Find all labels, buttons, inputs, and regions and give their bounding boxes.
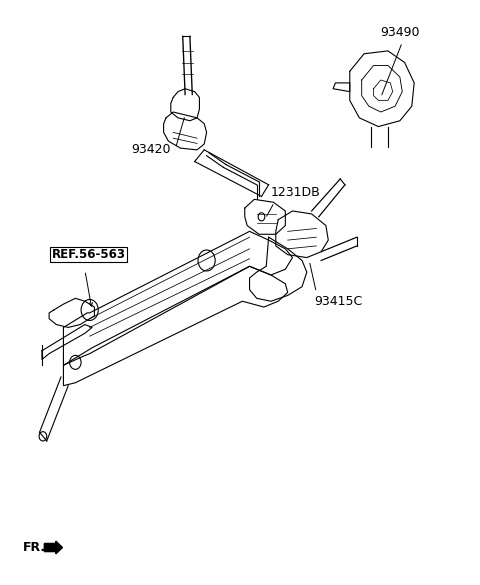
Text: 1231DB: 1231DB <box>271 187 321 199</box>
FancyArrow shape <box>44 541 62 554</box>
Text: 93490: 93490 <box>380 26 420 39</box>
Text: REF.56-563: REF.56-563 <box>51 248 125 261</box>
Text: 93415C: 93415C <box>314 295 362 308</box>
Text: 93420: 93420 <box>132 143 171 156</box>
Text: FR.: FR. <box>23 541 46 554</box>
